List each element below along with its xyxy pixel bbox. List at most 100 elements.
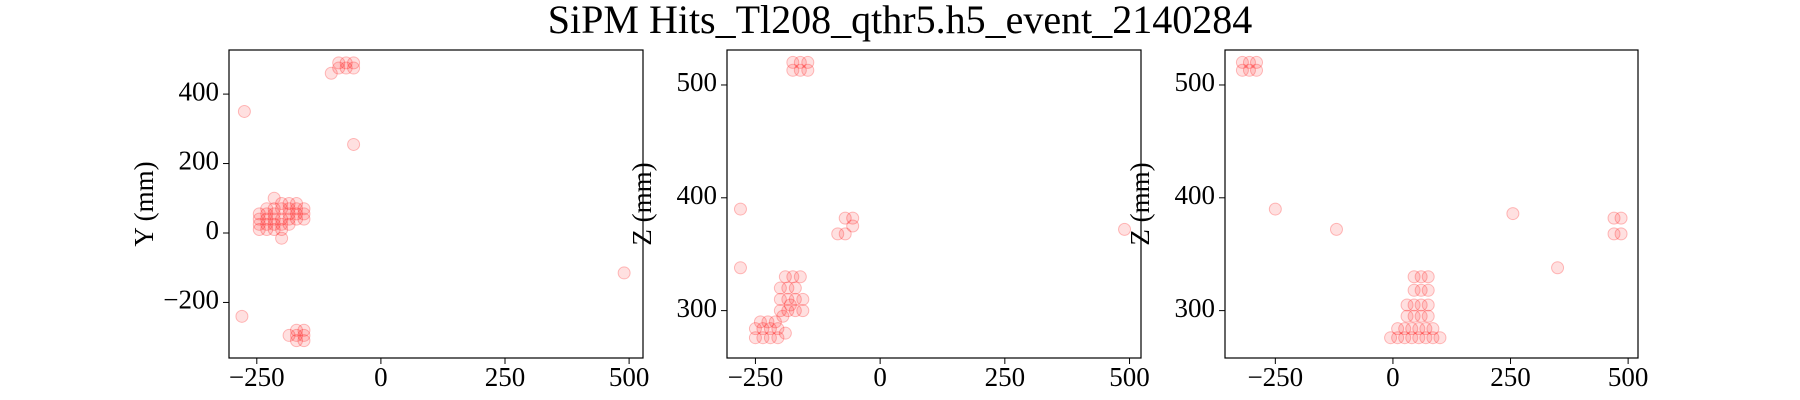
hit-point [297, 202, 311, 216]
hit-point [260, 217, 274, 231]
hit-point [748, 331, 762, 345]
y-tick-label: 300 [677, 293, 718, 323]
hit-point [773, 292, 787, 306]
hit-point [1400, 298, 1414, 312]
hit-point [846, 219, 860, 233]
hit-point [788, 281, 802, 295]
hit-point [1414, 283, 1428, 297]
hit-point [838, 227, 852, 241]
hit-point [733, 261, 747, 275]
hit-point [339, 56, 353, 70]
hit-point [756, 331, 770, 345]
hit-point [1384, 331, 1398, 345]
x-tick-label: 500 [609, 362, 650, 392]
y-tick-label: 400 [1175, 180, 1216, 210]
hit-point [282, 217, 296, 231]
hit-point [290, 212, 304, 226]
hit-point [332, 61, 346, 75]
hit-point [290, 323, 304, 337]
y-axis-label: Z (mm) [1125, 162, 1155, 245]
hit-point [786, 270, 800, 284]
hit-point [1268, 202, 1282, 216]
hit-point [1614, 227, 1628, 241]
y-tick-label: −200 [163, 285, 219, 315]
hit-point [771, 322, 785, 336]
hit-point [237, 104, 251, 118]
hit-point [252, 217, 266, 231]
hit-point [1400, 309, 1414, 323]
hit-point [1426, 322, 1440, 336]
hit-point [1551, 261, 1565, 275]
hit-point [1398, 331, 1412, 345]
x-tick-label: 0 [374, 362, 388, 392]
hit-point [267, 191, 281, 205]
hit-point [793, 63, 807, 77]
hit-point [748, 322, 762, 336]
hit-point [275, 217, 289, 231]
hit-point [267, 217, 281, 231]
hit-point [753, 315, 767, 329]
x-tick-label: 250 [1490, 362, 1531, 392]
hit-point [297, 207, 311, 221]
hit-point [1250, 63, 1264, 77]
hit-point [297, 334, 311, 348]
hit-point [1426, 331, 1440, 345]
hit-point [252, 212, 266, 226]
hit-point [347, 56, 361, 70]
hit-point [339, 61, 353, 75]
hit-point [297, 323, 311, 337]
hit-point [1405, 322, 1419, 336]
hit-point [781, 292, 795, 306]
hit-point [796, 304, 810, 318]
hit-point [1405, 331, 1419, 345]
hit-point [1433, 331, 1447, 345]
hit-point [1118, 222, 1132, 236]
axes-frame [1224, 49, 1639, 359]
hit-point [771, 331, 785, 345]
hit-point [297, 212, 311, 226]
hit-point [282, 202, 296, 216]
hit-point [290, 207, 304, 221]
hit-point [778, 326, 792, 340]
y-tick-label: 0 [206, 215, 220, 245]
hit-point [1419, 331, 1433, 345]
hit-point [733, 202, 747, 216]
hit-point [282, 212, 296, 226]
hit-point [1391, 331, 1405, 345]
hit-point [846, 211, 860, 225]
hit-point [1407, 298, 1421, 312]
figure-title: SiPM Hits_Tl208_qthr5.h5_event_2140284 [548, 0, 1252, 42]
hit-point [756, 322, 770, 336]
hit-point [1407, 309, 1421, 323]
y-tick-label: 400 [179, 76, 220, 106]
hit-point [260, 223, 274, 237]
hit-point [801, 63, 815, 77]
hit-point [617, 266, 631, 280]
x-tick-label: 250 [985, 362, 1026, 392]
hit-point [1242, 55, 1256, 69]
hit-point [290, 196, 304, 210]
hit-point [1414, 309, 1428, 323]
axes-frame [726, 49, 1142, 359]
hit-point [252, 207, 266, 221]
x-tick-label: 500 [1608, 362, 1649, 392]
hit-point [1412, 322, 1426, 336]
hit-point [332, 56, 346, 70]
hit-point [290, 328, 304, 342]
hit-point [282, 328, 296, 342]
hit-point [838, 211, 852, 225]
hit-point [260, 202, 274, 216]
x-tick-label: −250 [728, 362, 784, 392]
hit-point [786, 55, 800, 69]
y-axis-label: Z (mm) [627, 162, 657, 245]
hit-point [778, 270, 792, 284]
hit-point [297, 328, 311, 342]
hit-point [1235, 55, 1249, 69]
hit-point [763, 331, 777, 345]
hit-point [788, 304, 802, 318]
hit-point [801, 55, 815, 69]
hit-point [260, 207, 274, 221]
y-axis-label: Y (mm) [129, 161, 159, 246]
hit-point [781, 304, 795, 318]
